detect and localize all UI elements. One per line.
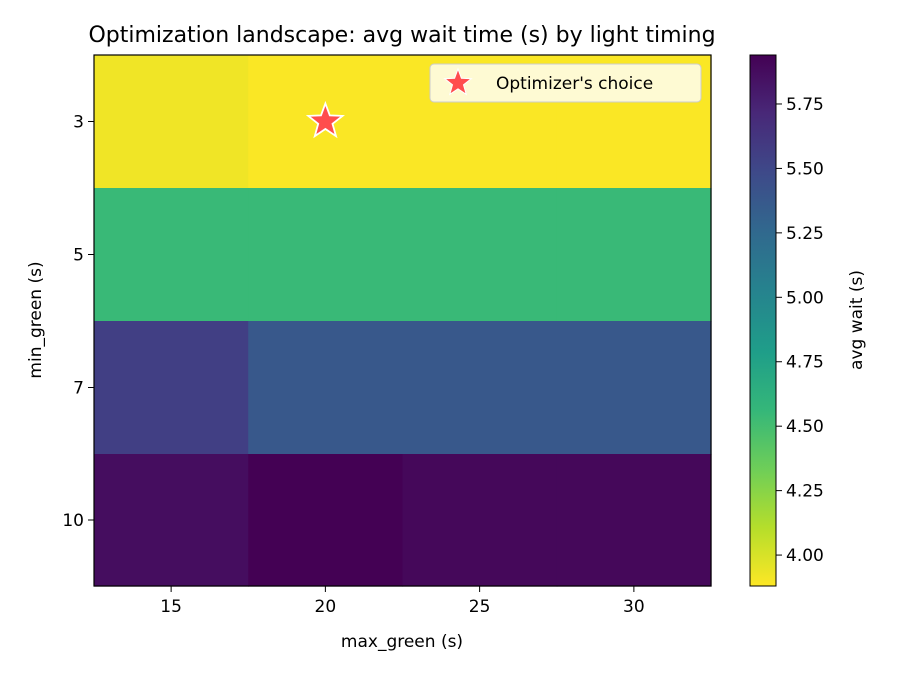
- plot-frame: [93, 54, 712, 587]
- heatmap-cell: [94, 188, 249, 322]
- legend-star-icon: [443, 67, 473, 96]
- legend-box: [429, 63, 702, 103]
- colorbar-tick-label: 4.00: [786, 546, 824, 566]
- heatmap-cell: [248, 188, 404, 322]
- colorbar-tick-label: 4.75: [786, 353, 824, 373]
- y-axis-ticks: 3 5 7 10: [62, 113, 94, 531]
- y-tick-label: 5: [73, 246, 84, 266]
- y-axis-label: min_green (s): [26, 261, 46, 378]
- heatmap-cell: [556, 188, 712, 322]
- heatmap-cell: [248, 454, 404, 587]
- heatmap-cell: [94, 321, 249, 455]
- legend: Optimizer's choice: [429, 63, 702, 103]
- colorbar-tick-label: 5.50: [786, 159, 824, 179]
- x-tick-label: 20: [315, 597, 337, 617]
- colorbar-tick-label: 4.25: [786, 482, 824, 502]
- colorbar-ticks: 4.00 4.25 4.50 4.75 5.00 5.25 5.50 5.75: [776, 95, 824, 566]
- x-tick-label: 15: [160, 597, 182, 617]
- optimizer-choice-star: [305, 100, 345, 139]
- x-tick-label: 25: [469, 597, 491, 617]
- colorbar-tick-label: 5.25: [786, 224, 824, 244]
- x-tick-label: 30: [623, 597, 645, 617]
- colorbar-tick-label: 5.00: [786, 288, 824, 308]
- heatmap-cell: [556, 321, 712, 455]
- x-axis-ticks: 15 20 25 30: [160, 586, 645, 617]
- optimizer-marker-layer: [305, 100, 345, 139]
- heatmap-cell: [248, 321, 404, 455]
- colorbar-tick-label: 4.50: [786, 417, 824, 437]
- colorbar-tick-label: 5.75: [786, 95, 824, 115]
- colorbar: [749, 54, 777, 587]
- heatmap-cell: [402, 321, 558, 455]
- heatmap-cell: [556, 454, 712, 587]
- heatmap-cell: [402, 188, 558, 322]
- y-tick-label: 3: [73, 113, 84, 133]
- colorbar-label: avg wait (s): [847, 270, 867, 370]
- y-tick-label: 10: [62, 511, 84, 531]
- legend-label: Optimizer's choice: [496, 74, 653, 94]
- chart-title: Optimization landscape: avg wait time (s…: [88, 23, 715, 48]
- heatmap-cell: [94, 454, 249, 587]
- heatmap-cell: [402, 454, 558, 587]
- heatmap-cells: [94, 55, 712, 587]
- x-axis-label: max_green (s): [341, 632, 463, 652]
- y-tick-label: 7: [73, 379, 84, 399]
- heatmap-cell: [94, 55, 249, 189]
